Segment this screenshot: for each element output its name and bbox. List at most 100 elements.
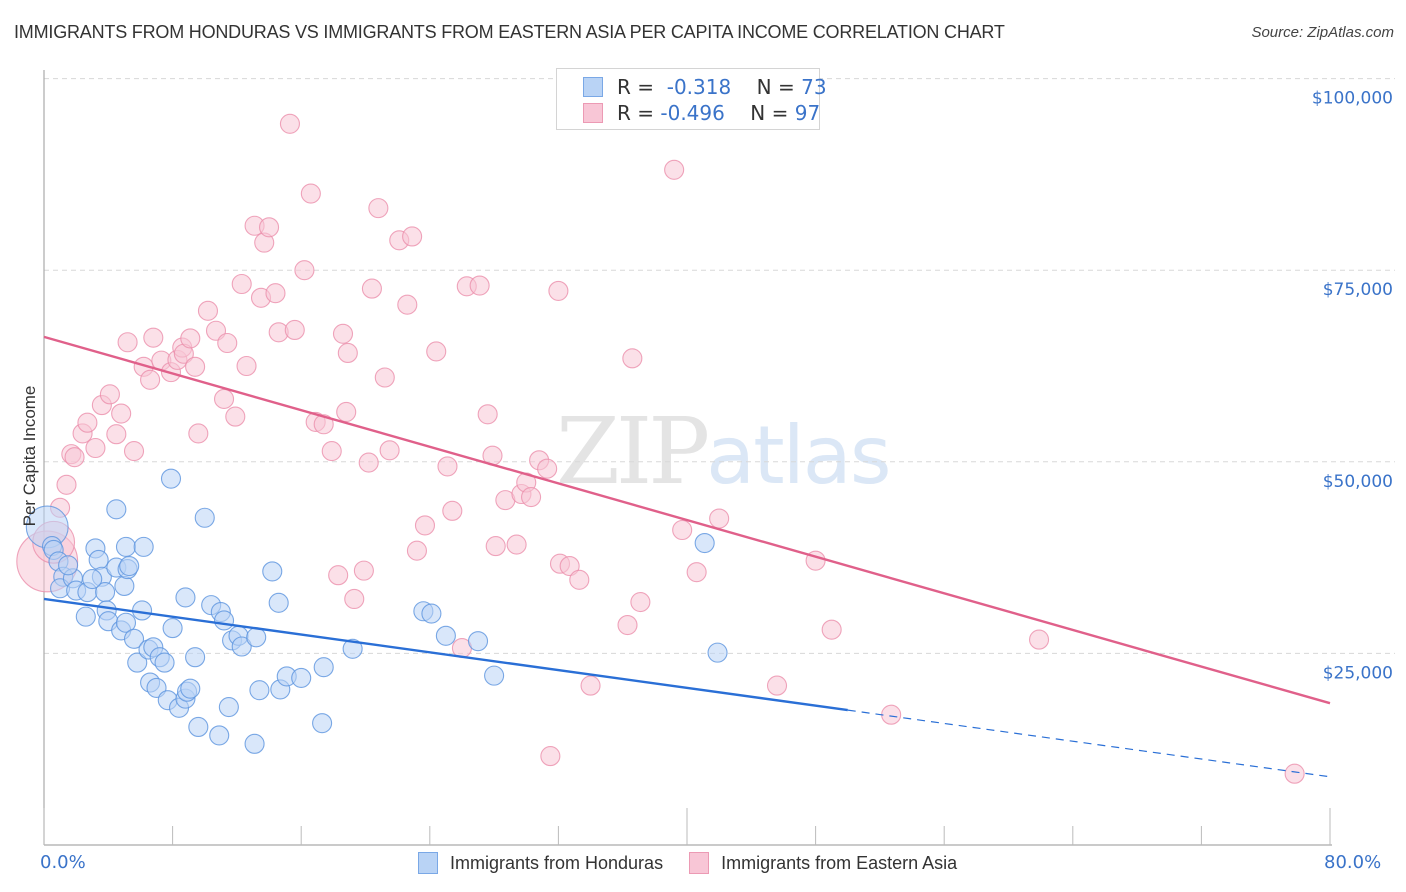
eastern-asia-point [64, 447, 85, 468]
eastern-asia-point [506, 534, 527, 555]
eastern-asia-point [361, 278, 382, 299]
honduras-point [421, 603, 442, 624]
n-label: N = [750, 101, 789, 125]
eastern-asia-point [379, 440, 400, 461]
eastern-asia-point [821, 619, 842, 640]
eastern-asia-point [622, 348, 643, 369]
eastern-asia-point [548, 280, 569, 301]
honduras-point [162, 618, 183, 639]
eastern-asia-point [414, 515, 436, 536]
honduras-point [180, 678, 201, 699]
legend-item-eastern-asia[interactable]: Immigrants from Eastern Asia [689, 852, 957, 874]
x-tick-label-max: 80.0% [1324, 852, 1382, 873]
legend-label: Immigrants from Honduras [450, 852, 664, 873]
eastern-asia-point [353, 560, 374, 581]
eastern-asia-point [1284, 763, 1305, 784]
n-label: N = [756, 75, 795, 99]
honduras-point [88, 549, 109, 570]
honduras-point [160, 468, 182, 489]
eastern-asia-point [358, 452, 379, 473]
eastern-asia-point [630, 592, 651, 613]
eastern-asia-point [672, 519, 693, 541]
eastern-asia-swatch [583, 103, 603, 123]
stats-row-eastern-asia: R = -0.496 N = 97 [583, 101, 820, 125]
eastern-asia-trend-line [43, 335, 1331, 705]
honduras-point [127, 652, 148, 673]
chart-title: IMMIGRANTS FROM HONDURAS VS IMMIGRANTS F… [14, 22, 1005, 42]
eastern-asia-point [569, 569, 590, 590]
honduras-point [115, 536, 137, 557]
eastern-asia-point [294, 260, 315, 281]
eastern-asia-point [766, 675, 788, 696]
honduras-point [249, 680, 270, 701]
honduras-point [188, 716, 209, 738]
eastern-asia-point [265, 283, 286, 304]
eastern-asia-point [231, 273, 252, 295]
eastern-asia-point [336, 401, 357, 423]
r-value: -0.318 [666, 75, 732, 99]
honduras-trend-extension [847, 709, 1331, 778]
honduras-trend-line [43, 597, 848, 712]
eastern-asia-point [406, 540, 427, 561]
honduras-point [209, 725, 230, 746]
eastern-asia-point [143, 327, 164, 348]
watermark-atlas: atlas [706, 409, 891, 502]
eastern-asia-point [185, 356, 206, 377]
eastern-asia-point [442, 500, 463, 521]
legend-item-honduras[interactable]: Immigrants from Honduras [418, 852, 663, 874]
honduras-point [231, 636, 252, 657]
honduras-point [115, 612, 137, 633]
eastern-asia-point [344, 588, 365, 610]
y-tick-label: $75,000 [1323, 280, 1393, 300]
honduras-point [133, 536, 154, 557]
honduras-point [467, 631, 489, 652]
eastern-asia-point [197, 300, 219, 321]
eastern-asia-point [402, 226, 423, 247]
y-tick-label: $50,000 [1323, 472, 1393, 492]
honduras-point [291, 667, 312, 688]
eastern-asia-point [664, 159, 685, 180]
eastern-asia-point [77, 412, 98, 433]
honduras-point [262, 561, 283, 582]
eastern-asia-point [617, 614, 638, 636]
eastern-asia-point [279, 113, 300, 134]
eastern-asia-point [521, 487, 542, 508]
honduras-legend-swatch [418, 852, 438, 874]
honduras-point [154, 652, 175, 673]
y-axis-label: Per Capita Income [20, 385, 39, 527]
eastern-asia-point [477, 404, 498, 425]
honduras-point [313, 657, 334, 678]
eastern-asia-point [258, 217, 280, 238]
eastern-asia-point [537, 458, 558, 479]
eastern-asia-point [469, 275, 490, 296]
eastern-asia-point [213, 388, 235, 410]
x-tick-label-min: 0.0% [40, 852, 86, 873]
eastern-asia-point [106, 424, 127, 445]
honduras-point [58, 555, 79, 576]
eastern-asia-point [580, 675, 601, 696]
honduras-point [218, 696, 239, 718]
legend: Immigrants from Honduras Immigrants from… [418, 852, 983, 874]
eastern-asia-point [284, 319, 305, 341]
eastern-asia-point [686, 562, 707, 583]
eastern-asia-point [236, 355, 257, 377]
eastern-asia-point [540, 746, 561, 767]
eastern-asia-point [881, 704, 902, 725]
watermark: ZIPatlas [556, 398, 892, 505]
legend-label: Immigrants from Eastern Asia [721, 852, 958, 873]
r-label: R = [617, 101, 655, 125]
eastern-asia-point [180, 328, 201, 349]
honduras-point [213, 610, 235, 631]
eastern-asia-point [85, 437, 106, 459]
eastern-asia-point [1028, 629, 1050, 650]
honduras-points [25, 468, 728, 754]
stats-box: R = -0.318 N = 73 R = -0.496 N = 97 [556, 68, 827, 130]
honduras-point [244, 733, 265, 754]
honduras-point [185, 647, 206, 668]
eastern-asia-point [117, 332, 138, 353]
axes [43, 70, 1332, 846]
honduras-point [268, 592, 289, 613]
n-value: 73 [801, 75, 827, 99]
honduras-point [82, 569, 103, 590]
eastern-asia-point [56, 474, 77, 495]
